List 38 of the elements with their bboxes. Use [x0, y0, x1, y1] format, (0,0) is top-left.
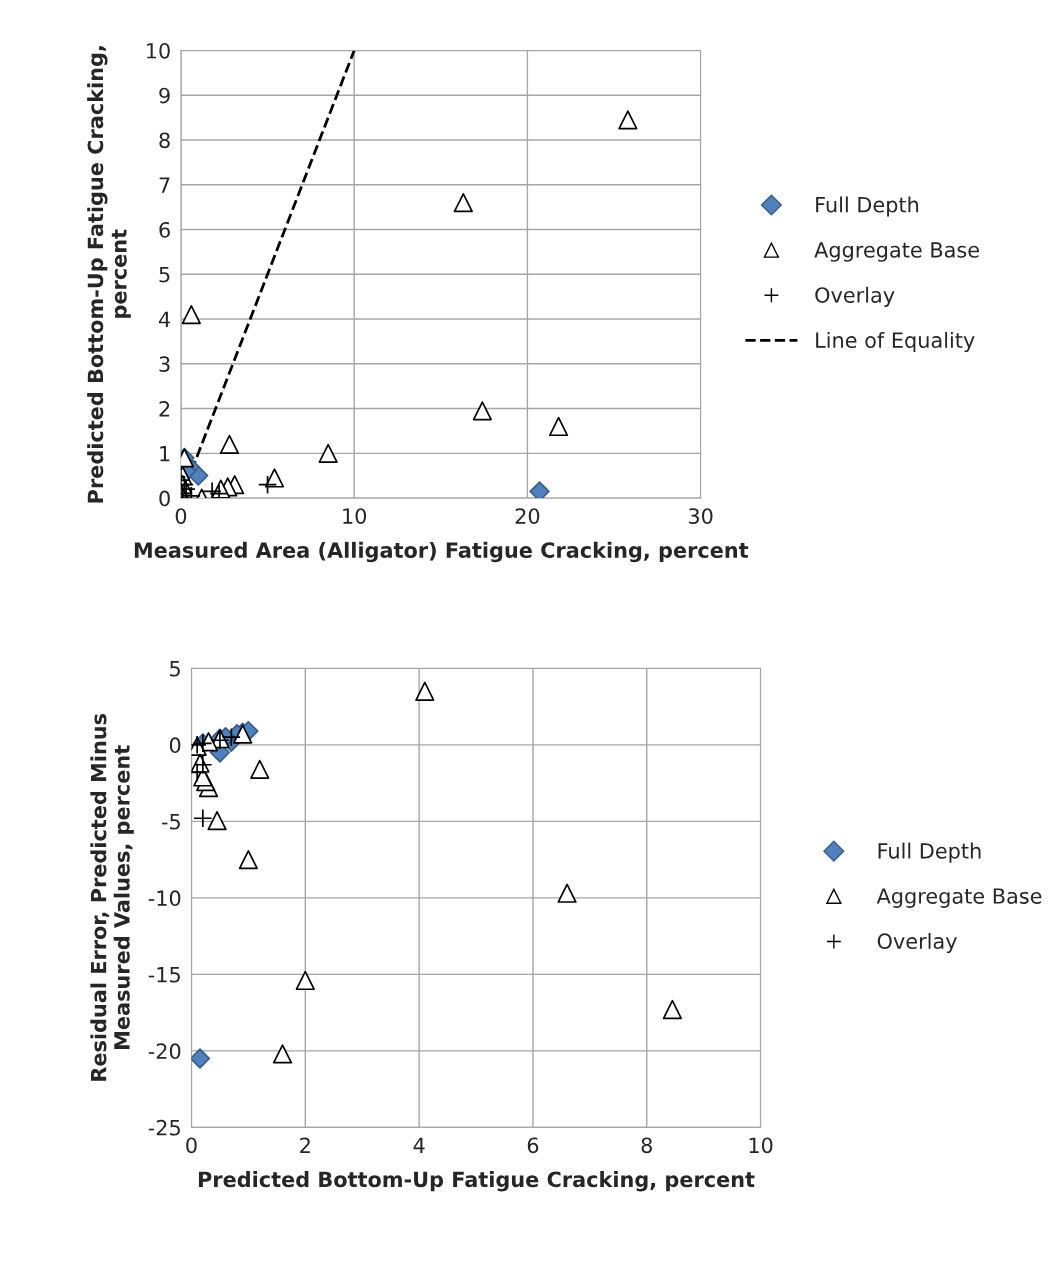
legend-label: Line of Equality — [816, 331, 975, 353]
y-tick-label: -5 — [161, 814, 180, 830]
y-tick-label: -25 — [148, 1119, 180, 1136]
y-tick-label: -20 — [148, 1043, 181, 1060]
y-tick-label: 5 — [159, 266, 170, 283]
y-tick-label: 2 — [159, 401, 170, 417]
legend-label: Full Depth — [816, 196, 919, 217]
y-tick-label: 6 — [159, 221, 170, 238]
x-tick-label: 4 — [413, 1137, 425, 1153]
y-tick-label: 5 — [170, 661, 180, 677]
x-tick-label: 30 — [688, 508, 713, 524]
x-tick-label: 6 — [527, 1137, 539, 1154]
y-tick-label: 9 — [159, 87, 170, 104]
x-tick-label: 0 — [186, 1137, 197, 1154]
x-tick-label: 10 — [343, 508, 367, 524]
legend-label: Aggregate Base — [814, 242, 979, 262]
legend-label: Full Depth — [878, 842, 981, 863]
x-tick-label: 10 — [749, 1137, 773, 1154]
y-tick-label: 0 — [159, 490, 170, 507]
y-tick-label: -15 — [148, 967, 180, 983]
x-axis-title: Predicted Bottom-Up Fatigue Cracking, percent — [198, 1171, 755, 1192]
legend-label: Aggregate Base — [876, 888, 1042, 908]
y-tick-label: 3 — [159, 356, 170, 373]
y-axis-title: Residual Error, Predicted Minus Measured Values, percent — [90, 714, 134, 1081]
legend-label: Overlay — [815, 286, 895, 307]
x-tick-label: 2 — [300, 1137, 310, 1153]
y-tick-label: 7 — [159, 177, 170, 193]
y-tick-label: 10 — [147, 42, 170, 59]
y-tick-label: 0 — [169, 737, 181, 754]
y-axis-title: Predicted Bottom-Up Fatigue Cracking, percent — [87, 46, 131, 503]
x-tick-label: 20 — [515, 508, 540, 524]
y-tick-label: 1 — [160, 446, 170, 462]
legend-label: Overlay — [877, 932, 957, 954]
y-tick-label: 4 — [158, 311, 171, 327]
x-tick-label: 8 — [641, 1137, 652, 1154]
y-tick-label: 8 — [159, 132, 170, 149]
x-axis-title: Measured Area (Alligator) Fatigue Cracking, percent — [134, 541, 749, 563]
y-tick-label: -10 — [148, 890, 181, 907]
